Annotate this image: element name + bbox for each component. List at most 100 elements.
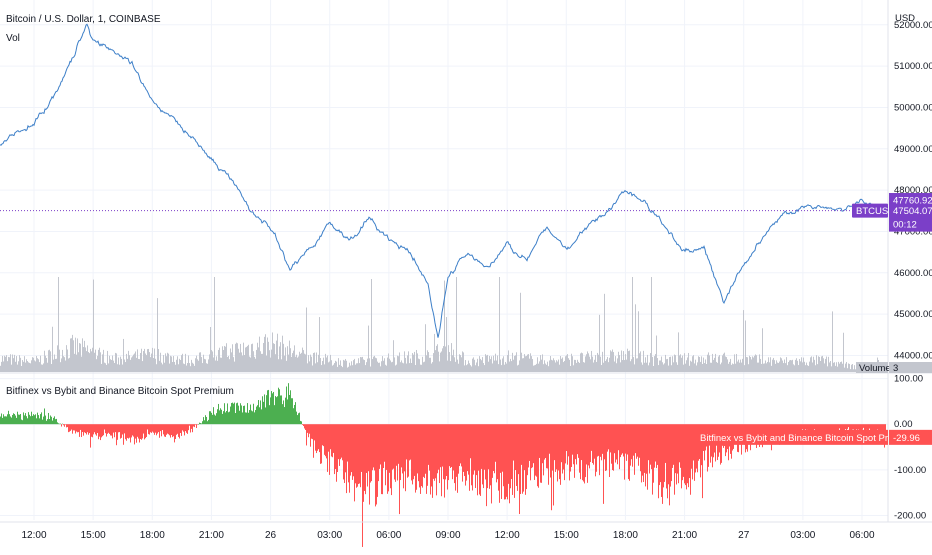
premium-bar <box>350 424 351 476</box>
volume-bar <box>177 356 178 372</box>
volume-bar <box>773 357 774 372</box>
premium-bar <box>84 424 85 433</box>
premium-bar <box>390 424 391 489</box>
premium-bar <box>460 424 461 464</box>
volume-bar <box>707 354 708 372</box>
volume-bar <box>94 352 95 372</box>
volume-bar <box>39 362 40 372</box>
volume-bar <box>124 359 125 372</box>
volume-bar <box>500 359 501 372</box>
premium-bar <box>393 424 394 469</box>
premium-bar <box>502 424 503 472</box>
premium-bar <box>575 424 576 460</box>
volume-bar <box>758 362 759 372</box>
volume-bar <box>594 359 595 372</box>
premium-bar <box>528 424 529 468</box>
premium-bar <box>589 424 590 469</box>
volume-bar <box>131 357 132 372</box>
volume-bar <box>379 362 380 372</box>
volume-bar <box>510 358 511 372</box>
premium-bar <box>656 424 657 469</box>
premium-bar <box>179 424 180 439</box>
volume-legend[interactable]: Vol <box>6 33 20 44</box>
volume-bar <box>138 358 139 372</box>
volume-bar <box>46 357 47 372</box>
volume-bar <box>318 354 319 372</box>
premium-bar <box>318 424 319 450</box>
premium-bar <box>5 416 6 425</box>
volume-bar <box>151 353 152 372</box>
volume-bar <box>642 364 643 372</box>
premium-bar <box>441 424 442 497</box>
premium-bar <box>526 424 527 490</box>
volume-bar <box>233 357 234 372</box>
volume-bar <box>240 343 241 372</box>
premium-bar <box>580 424 581 480</box>
premium-bar <box>91 424 92 437</box>
premium-bar <box>545 424 546 458</box>
premium-bar <box>27 418 28 425</box>
premium-bar <box>107 424 108 434</box>
volume-bar <box>630 361 631 372</box>
premium-bar <box>342 424 343 461</box>
premium-bar <box>688 424 689 488</box>
premium-bar <box>411 424 412 481</box>
volume-bar <box>292 353 293 372</box>
volume-bar <box>653 366 654 372</box>
volume-bar <box>680 354 681 372</box>
volume-bar <box>102 354 103 372</box>
premium-bar <box>606 424 607 471</box>
indicator-title[interactable]: Bitfinex vs Bybit and Binance Bitcoin Sp… <box>6 386 234 397</box>
volume-bar <box>380 366 381 372</box>
premium-bar <box>237 402 238 425</box>
premium-bar <box>387 424 388 494</box>
premium-bar <box>271 391 272 425</box>
volume-bar <box>844 367 845 372</box>
premium-bar <box>335 424 336 470</box>
volume-bar <box>771 365 772 372</box>
premium-bar <box>491 424 492 504</box>
volume-value-tag <box>889 362 932 373</box>
volume-bar <box>13 358 14 372</box>
volume-bar <box>215 360 216 372</box>
volume-bar <box>45 355 46 372</box>
premium-bar <box>232 402 233 425</box>
premium-bar <box>285 397 286 425</box>
volume-bar <box>301 352 302 372</box>
volume-bar <box>562 357 563 372</box>
volume-bar <box>612 349 613 372</box>
premium-bar <box>291 398 292 425</box>
premium-bar <box>836 424 837 432</box>
premium-bar <box>588 424 589 466</box>
premium-bar <box>196 424 197 428</box>
premium-bar <box>814 424 815 430</box>
premium-bar <box>23 412 24 425</box>
volume-bar <box>152 347 153 372</box>
premium-bar <box>236 403 237 425</box>
premium-bar <box>658 424 659 499</box>
volume-bar <box>468 360 469 372</box>
premium-bar <box>389 424 390 473</box>
volume-bar <box>777 362 778 372</box>
volume-bar <box>730 358 731 372</box>
premium-bar <box>694 424 695 481</box>
symbol-title[interactable]: Bitcoin / U.S. Dollar, 1, COINBASE <box>6 14 161 25</box>
volume-bar <box>669 357 670 372</box>
volume-bar <box>673 362 674 372</box>
volume-bar <box>738 359 739 372</box>
premium-bar <box>649 424 650 474</box>
premium-bar <box>219 410 220 425</box>
volume-bar <box>243 342 244 372</box>
volume-bar <box>253 351 254 372</box>
volume-bar <box>377 361 378 372</box>
volume-bar <box>820 360 821 372</box>
premium-bar <box>345 424 346 473</box>
premium-bar <box>655 424 656 462</box>
premium-bar <box>61 424 62 427</box>
premium-bar <box>678 424 679 484</box>
volume-bar <box>801 357 802 372</box>
volume-bar <box>398 356 399 372</box>
volume-bar <box>545 363 546 372</box>
